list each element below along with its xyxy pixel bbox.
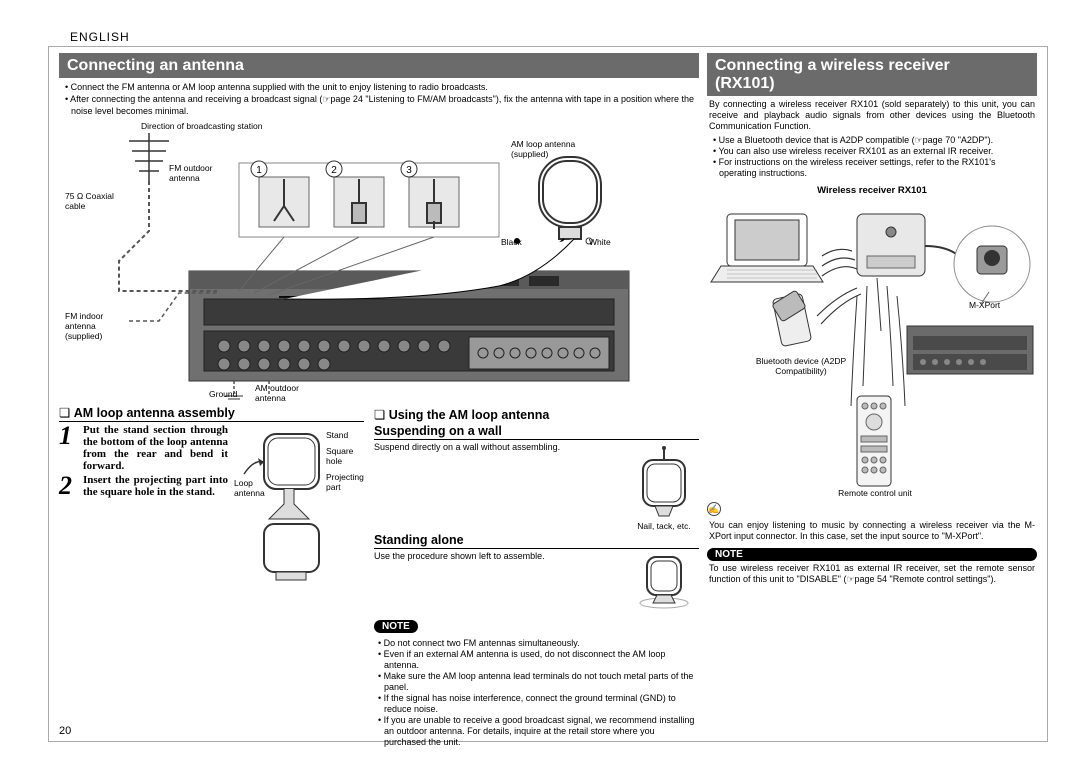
suspend-text: Suspend directly on a wall without assem…: [374, 442, 623, 453]
rx-intro-bullets: Use a Bluetooth device that is A2DP comp…: [707, 132, 1037, 181]
antenna-intro: Connect the FM antenna or AM loop antenn…: [59, 78, 699, 119]
page-frame: Connecting an antenna Connect the FM ant…: [48, 46, 1048, 742]
usage-block: Using the AM loop antenna Suspending on …: [374, 405, 699, 750]
rx-bullet: Use a Bluetooth device that is A2DP comp…: [711, 135, 1035, 146]
diagram-label: White: [589, 237, 611, 247]
section-title-antenna: Connecting an antenna: [59, 53, 699, 78]
standing-heading: Standing alone: [374, 533, 699, 549]
rx-bullet: You can also use wireless receiver RX101…: [711, 146, 1035, 157]
standing-text: Use the procedure shown left to assemble…: [374, 551, 623, 562]
diagram-label: Black: [501, 237, 522, 247]
note-item: Make sure the AM loop antenna lead termi…: [376, 671, 697, 693]
language-label: ENGLISH: [66, 30, 134, 44]
using-heading: Using the AM loop antenna: [374, 407, 699, 422]
assembly-label: Stand: [326, 430, 348, 440]
step-text: Put the stand section through the bottom…: [83, 424, 228, 472]
assembly-block: AM loop antenna assembly 1 Put the stand…: [59, 405, 364, 750]
rx-title-2: (RX101): [715, 75, 1029, 93]
diagram-label: FM indoor antenna (supplied): [65, 311, 125, 341]
page-number: 20: [59, 725, 71, 737]
section-title-rx101: Connecting a wireless receiver (RX101): [707, 53, 1037, 96]
svg-text:1: 1: [256, 165, 262, 176]
remote-label: Remote control unit: [825, 488, 925, 498]
right-column: Connecting a wireless receiver (RX101) B…: [707, 53, 1037, 739]
intro-bullet: After connecting the antenna and receivi…: [63, 93, 697, 117]
note-item: Do not connect two FM antennas simultane…: [376, 638, 697, 649]
diagram-label: 75 Ω Coaxial cable: [65, 191, 125, 211]
assembly-label: Loop antenna: [234, 478, 270, 498]
svg-text:2: 2: [331, 165, 337, 176]
bt-device-label: Bluetooth device (A2DP Compatibility): [751, 356, 851, 376]
mxport-label: M-XPort: [969, 300, 1000, 310]
step-text: Insert the projecting part into the squa…: [83, 474, 228, 498]
rx-bullet: For instructions on the wireless receive…: [711, 157, 1035, 179]
diagram-label: AM loop antenna (supplied): [511, 139, 601, 159]
assembly-illustration: Stand Square hole Loop antenna Projectin…: [234, 424, 364, 589]
rx-note-label: NOTE: [707, 548, 1037, 561]
antenna-notes: Do not connect two FM antennas simultane…: [374, 635, 699, 750]
antenna-diagram: 1 2 3: [59, 121, 699, 401]
rx-intro: By connecting a wireless receiver RX101 …: [707, 96, 1037, 132]
left-column: Connecting an antenna Connect the FM ant…: [59, 53, 699, 739]
diagram-label: AM outdoor antenna: [255, 383, 315, 403]
rx-title-1: Connecting a wireless receiver: [715, 57, 1029, 75]
rx-note-text: To use wireless receiver RX101 as extern…: [707, 563, 1037, 585]
diagram-label: Direction of broadcasting station: [141, 121, 262, 131]
assembly-label: Square hole: [326, 446, 362, 466]
intro-bullet: Connect the FM antenna or AM loop antenn…: [63, 81, 697, 93]
step-number: 2: [59, 474, 79, 498]
step-number: 1: [59, 424, 79, 472]
diagram-label: FM outdoor antenna: [169, 163, 224, 183]
tip-icon: ✍: [707, 502, 721, 516]
standing-illustration: [629, 551, 699, 616]
suspend-heading: Suspending on a wall: [374, 424, 699, 440]
assembly-label: Projecting part: [326, 472, 368, 492]
rx101-label: Wireless receiver RX101: [707, 185, 1037, 196]
rx101-diagram: Bluetooth device (A2DP Compatibility) M-…: [707, 196, 1037, 496]
diagram-label: Ground: [209, 389, 237, 399]
note-item: If you are unable to receive a good broa…: [376, 715, 697, 748]
note-label: NOTE: [374, 620, 418, 633]
nail-label: Nail, tack, etc.: [629, 521, 699, 531]
rx-tip: You can enjoy listening to music by conn…: [707, 518, 1037, 544]
svg-text:3: 3: [406, 165, 412, 176]
assembly-heading: AM loop antenna assembly: [59, 405, 364, 422]
note-item: Even if an external AM antenna is used, …: [376, 649, 697, 671]
nail-illustration: Nail, tack, etc.: [629, 442, 699, 531]
note-item: If the signal has noise interference, co…: [376, 693, 697, 715]
